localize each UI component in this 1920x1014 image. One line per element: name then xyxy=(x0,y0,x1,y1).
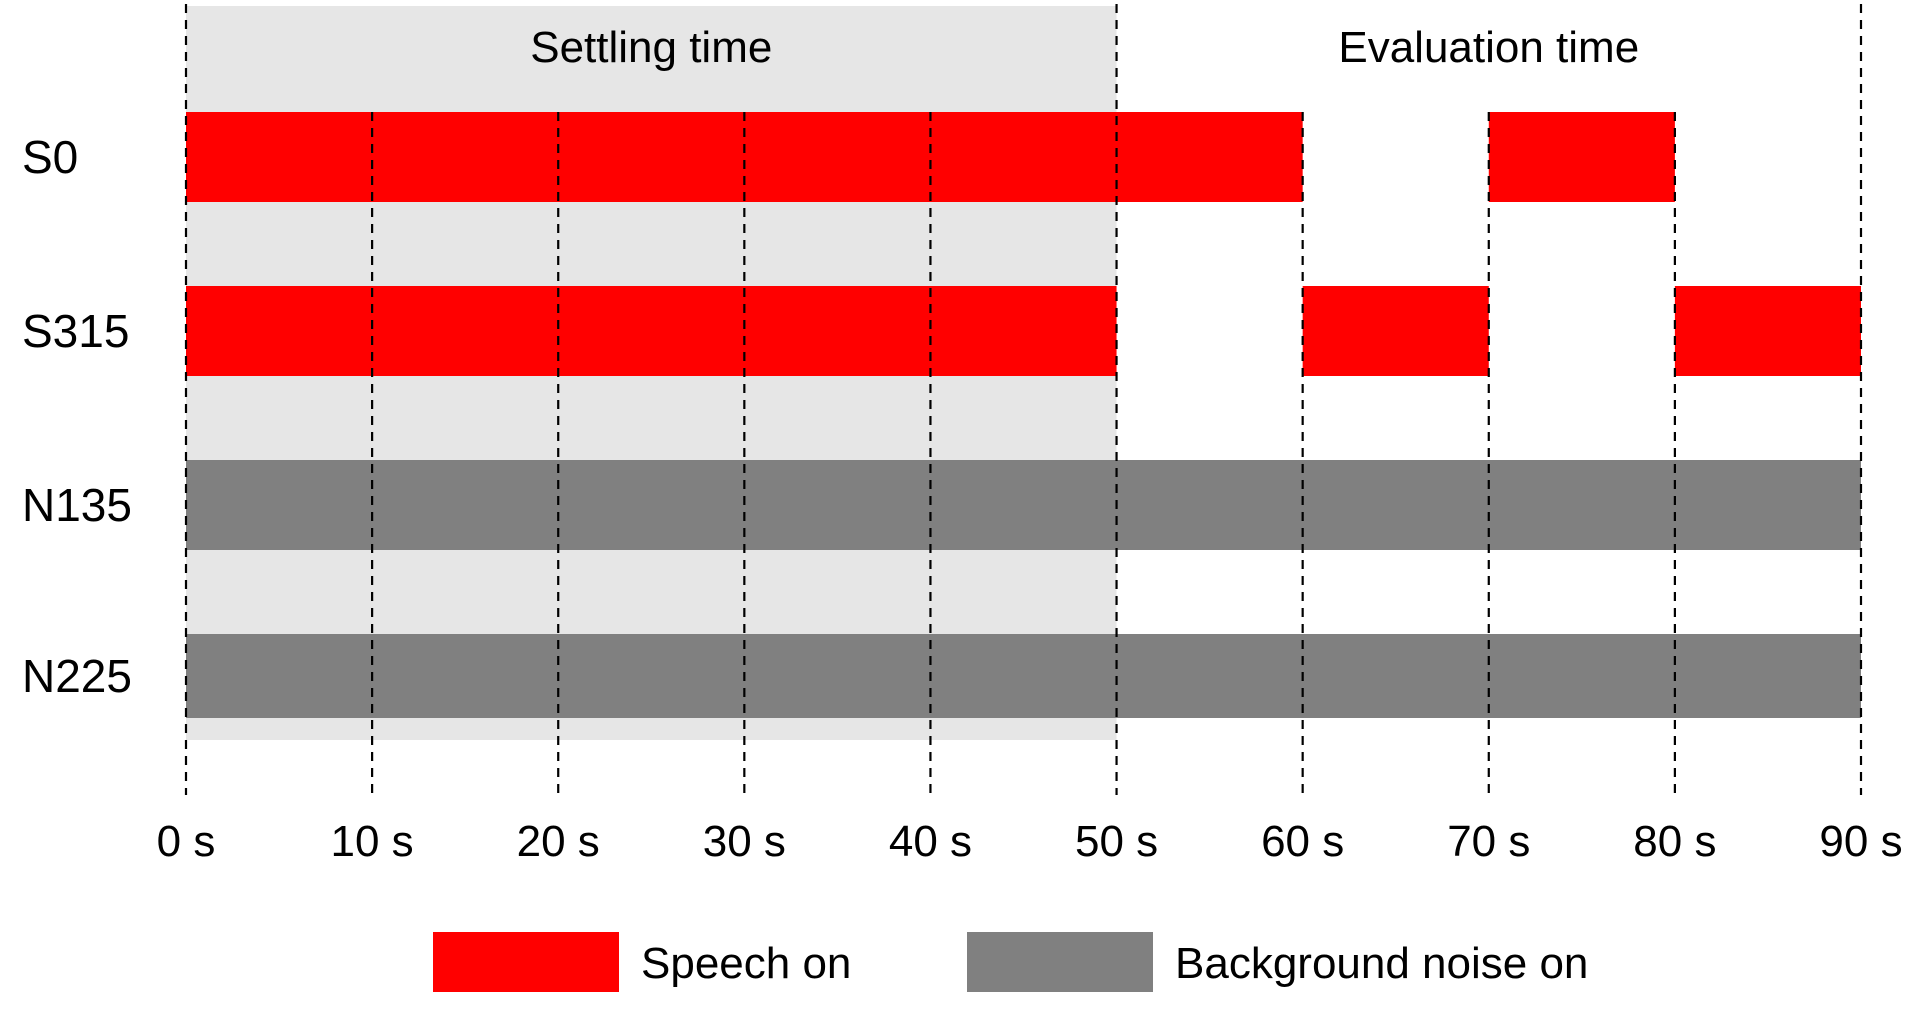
x-tick-label-10: 10 s xyxy=(331,817,414,866)
row-labels: S0 S315 N135 N225 xyxy=(22,131,132,702)
row-label-n225: N225 xyxy=(22,650,132,702)
x-tick-label-50: 50 s xyxy=(1075,817,1158,866)
legend-label-noise: Background noise on xyxy=(1175,939,1588,988)
x-tick-label-40: 40 s xyxy=(889,817,972,866)
row-label-s315: S315 xyxy=(22,305,129,357)
phase-label-0: Settling time xyxy=(530,23,772,72)
speech-bar-s0-0 xyxy=(186,112,1303,202)
x-tick-label-0: 0 s xyxy=(157,817,216,866)
phase-labels: Settling time Evaluation time xyxy=(530,23,1639,72)
x-axis-tick-labels: 0 s 10 s 20 s 30 s 40 s 50 s 60 s 70 s 80 s 90 s xyxy=(157,817,1903,866)
row-label-s0: S0 xyxy=(22,131,78,183)
row-label-n135: N135 xyxy=(22,479,132,531)
x-tick-label-30: 30 s xyxy=(703,817,786,866)
x-tick-label-60: 60 s xyxy=(1261,817,1344,866)
x-tick-label-20: 20 s xyxy=(517,817,600,866)
noise-bar-n225-0 xyxy=(186,634,1861,718)
phase-label-1: Evaluation time xyxy=(1338,23,1639,72)
legend-label-speech: Speech on xyxy=(641,939,851,988)
speech-bar-s315-0 xyxy=(186,286,1117,376)
x-tick-label-90: 90 s xyxy=(1819,817,1902,866)
speech-bar-s315-1 xyxy=(1302,286,1489,376)
noise-bar-n135-0 xyxy=(186,460,1861,550)
speech-bar-s0-1 xyxy=(1488,112,1675,202)
x-tick-label-80: 80 s xyxy=(1633,817,1716,866)
legend: Speech on Background noise on xyxy=(433,932,1588,992)
activity-bars xyxy=(186,112,1861,718)
gridlines xyxy=(184,4,1863,795)
speech-bar-s315-2 xyxy=(1674,286,1861,376)
legend-swatch-speech xyxy=(433,932,619,992)
x-tick-label-70: 70 s xyxy=(1447,817,1530,866)
legend-swatch-noise xyxy=(967,932,1153,992)
